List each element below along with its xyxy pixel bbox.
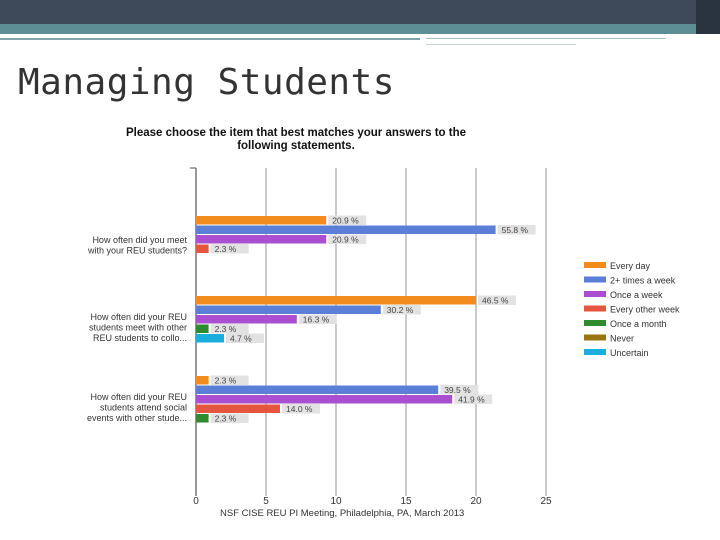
x-axis-ticks: 0 5 10 15 20 25 — [193, 496, 552, 507]
legend-label: Uncertain — [610, 348, 649, 358]
bar-value-label: 55.8 % — [502, 225, 529, 235]
chart-title: Please choose the item that best matches… — [126, 127, 466, 152]
x-tick-label: 20 — [470, 496, 482, 507]
chart-title-line: following statements. — [237, 140, 355, 152]
bar-value-label-bg — [210, 324, 249, 334]
category-label: students attend social — [100, 403, 187, 413]
header-band-teal — [0, 24, 720, 34]
category-label: How often did you meet — [92, 235, 187, 245]
header-rule-left — [0, 38, 420, 40]
bar-value-label-bg — [382, 305, 421, 315]
legend-swatch — [584, 305, 606, 312]
bar — [196, 216, 327, 225]
chart-legend: Every day 2+ times a week Once a week Every… — [584, 261, 680, 358]
bar — [196, 324, 209, 333]
bar-value-label-bg — [440, 385, 479, 395]
legend-swatch — [584, 334, 606, 341]
x-tick-label: 5 — [263, 496, 269, 507]
bar-value-label-bg — [210, 375, 249, 385]
x-tick-label: 10 — [330, 496, 342, 507]
bar-value-label: 30.2 % — [387, 305, 414, 315]
bar-value-label: 2.3 % — [215, 375, 237, 385]
slide-footer: NSF CISE REU PI Meeting, Philadelphia, P… — [220, 508, 465, 519]
legend-swatch — [584, 320, 606, 326]
header-band-dark — [0, 0, 720, 24]
legend-label: Never — [610, 334, 634, 344]
header-rule-right-short — [426, 44, 576, 45]
legend-swatch — [584, 349, 606, 355]
category-label: students meet with other — [89, 323, 187, 333]
bar-value-label-bg — [210, 413, 249, 423]
bar-value-label-bg — [282, 404, 320, 414]
legend-label: Every other week — [610, 305, 680, 315]
bar-value-label-bg — [454, 394, 493, 404]
bar — [196, 334, 224, 343]
x-tick-label: 15 — [400, 496, 412, 507]
chart-title-line: Please choose the item that best matches… — [126, 127, 466, 139]
slide-title: Managing Students — [18, 62, 395, 103]
legend-label: Once a month — [610, 319, 667, 329]
bar-value-label: 20.9 % — [332, 234, 359, 244]
bar — [196, 225, 496, 234]
bar-value-label: 41.9 % — [458, 394, 485, 404]
x-tick-label: 25 — [540, 496, 552, 507]
bar-value-label: 20.9 % — [332, 215, 359, 225]
header-corner-block — [696, 0, 720, 34]
legend-swatch — [584, 262, 606, 268]
bar-value-label-bg — [226, 333, 264, 343]
bar — [196, 376, 209, 385]
bar — [196, 296, 476, 305]
chart-bars: 20.9 % 55.8 % 20.9 % 2.3 % 46.5 % 30.2 % 16.3 … — [196, 215, 536, 423]
category-label: events with other stude... — [87, 413, 187, 423]
bar-value-label-bg — [497, 225, 536, 235]
bar-value-label: 39.5 % — [444, 385, 471, 395]
bar-value-label-bg — [478, 295, 516, 305]
bar — [196, 244, 209, 253]
legend-label: Once a week — [610, 290, 663, 300]
category-label: How often did your REU — [90, 392, 187, 402]
legend-swatch — [584, 291, 606, 297]
legend-label: 2+ times a week — [610, 276, 676, 286]
category-label: with your REU students? — [87, 246, 187, 256]
legend-swatch — [584, 276, 606, 283]
bar — [196, 235, 327, 244]
bar — [196, 315, 297, 324]
bar-value-label: 4.7 % — [230, 333, 252, 343]
legend-label: Every day — [610, 261, 651, 271]
category-label: How often did your REU — [90, 312, 187, 322]
x-tick-label: 0 — [193, 496, 199, 507]
category-label: REU students to collo... — [93, 333, 187, 343]
bar-value-label-bg — [328, 215, 367, 225]
bar-value-label: 2.3 % — [215, 413, 237, 423]
bar-value-label: 2.3 % — [215, 244, 237, 254]
bar-value-label-bg — [328, 234, 367, 244]
bar-value-label: 46.5 % — [482, 295, 509, 305]
bar-value-label: 2.3 % — [215, 324, 237, 334]
bar — [196, 414, 209, 423]
bar-value-label-bg — [210, 244, 249, 254]
bar-value-label-bg — [298, 314, 337, 324]
bar — [196, 385, 439, 394]
bar — [196, 404, 280, 413]
bar — [196, 305, 381, 314]
bar-value-label: 16.3 % — [303, 314, 330, 324]
bar — [196, 395, 453, 404]
header-rule-right — [426, 38, 666, 39]
bar-value-label: 14.0 % — [286, 404, 313, 414]
